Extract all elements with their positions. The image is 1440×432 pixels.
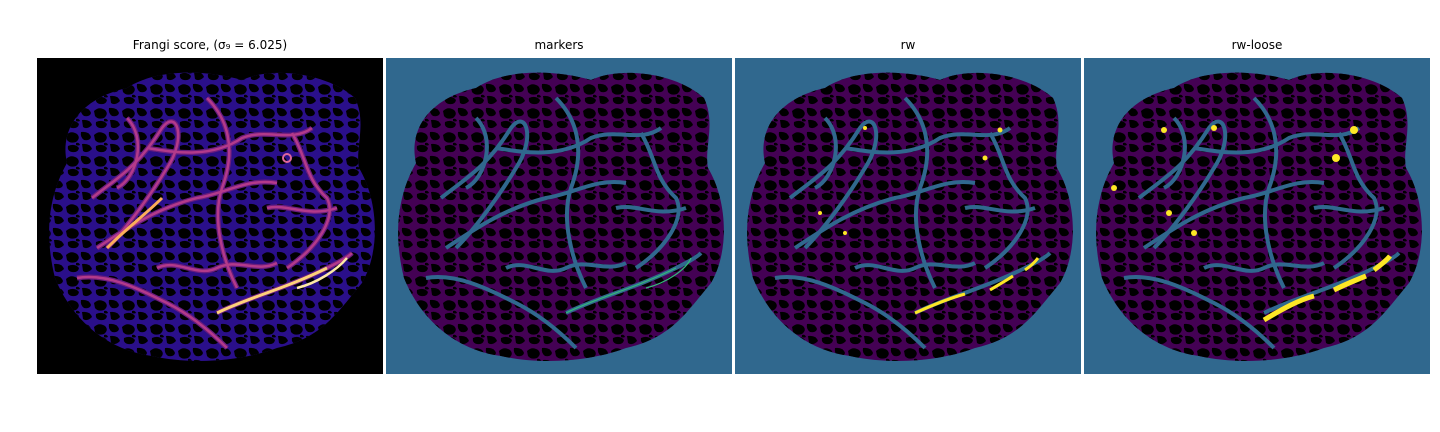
panel-title-rw-loose: rw-loose (1231, 38, 1283, 52)
frangi-score-image (37, 58, 383, 374)
panel-title-frangi: Frangi score, (σ₉ = 6.025) (132, 38, 288, 52)
panel-title-markers: markers (534, 38, 584, 52)
markers-image (386, 58, 732, 374)
panel-title-rw: rw (900, 38, 916, 52)
rw-image (735, 58, 1081, 374)
rw-loose-image (1084, 58, 1430, 374)
